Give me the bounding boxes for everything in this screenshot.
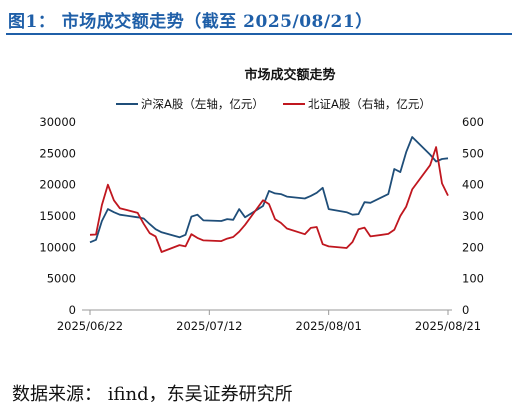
series-layer bbox=[89, 136, 449, 253]
x-tick-label: 2025/07/12 bbox=[176, 319, 242, 333]
y-left-tick-label: 25000 bbox=[39, 146, 76, 160]
series-line-1 bbox=[89, 146, 449, 253]
legend-label-0: 沪深A股（左轴，亿元） bbox=[141, 97, 264, 111]
y-left-tick-label: 10000 bbox=[39, 240, 76, 254]
y-right-tick-label: 500 bbox=[462, 146, 484, 160]
y-right-tick-label: 300 bbox=[462, 209, 484, 223]
y-right-tick-label: 400 bbox=[462, 178, 484, 192]
x-axis: 2025/06/22 2025/07/12 2025/08/01 2025/08/21 bbox=[57, 310, 481, 333]
x-tick-label: 2025/08/21 bbox=[415, 319, 481, 333]
figure-title: 图1： 市场成交额走势（截至 2025/08/21） bbox=[8, 12, 373, 32]
chart: 市场成交额走势 沪深A股（左轴，亿元） 北证A股（右轴，亿元） 05000100… bbox=[39, 67, 484, 333]
y-left-tick-label: 30000 bbox=[39, 115, 76, 129]
title-underline bbox=[6, 33, 512, 35]
legend-label-1: 北证A股（右轴，亿元） bbox=[308, 97, 431, 111]
y-right-tick-label: 0 bbox=[462, 303, 469, 317]
series-line-0 bbox=[89, 136, 449, 244]
chart-title: 市场成交额走势 bbox=[244, 67, 335, 83]
figure-source: 数据来源： ifind，东吴证券研究所 bbox=[12, 384, 293, 405]
y-axis-right: 0 100 200 300 400 500 600 bbox=[462, 115, 484, 317]
y-right-tick-label: 200 bbox=[462, 240, 484, 254]
x-tick-label: 2025/08/01 bbox=[296, 319, 362, 333]
y-left-tick-label: 5000 bbox=[47, 272, 76, 286]
y-right-tick-label: 100 bbox=[462, 272, 484, 286]
y-left-tick-label: 0 bbox=[69, 303, 76, 317]
y-left-tick-label: 15000 bbox=[39, 209, 76, 223]
figure-header: 图1： 市场成交额走势（截至 2025/08/21） bbox=[6, 4, 512, 35]
legend: 沪深A股（左轴，亿元） 北证A股（右轴，亿元） bbox=[116, 97, 431, 111]
y-right-tick-label: 600 bbox=[462, 115, 484, 129]
y-left-tick-label: 20000 bbox=[39, 178, 76, 192]
y-axis-left: 0 5000 10000 15000 20000 25000 30000 bbox=[39, 115, 76, 317]
x-tick-label: 2025/06/22 bbox=[57, 319, 123, 333]
